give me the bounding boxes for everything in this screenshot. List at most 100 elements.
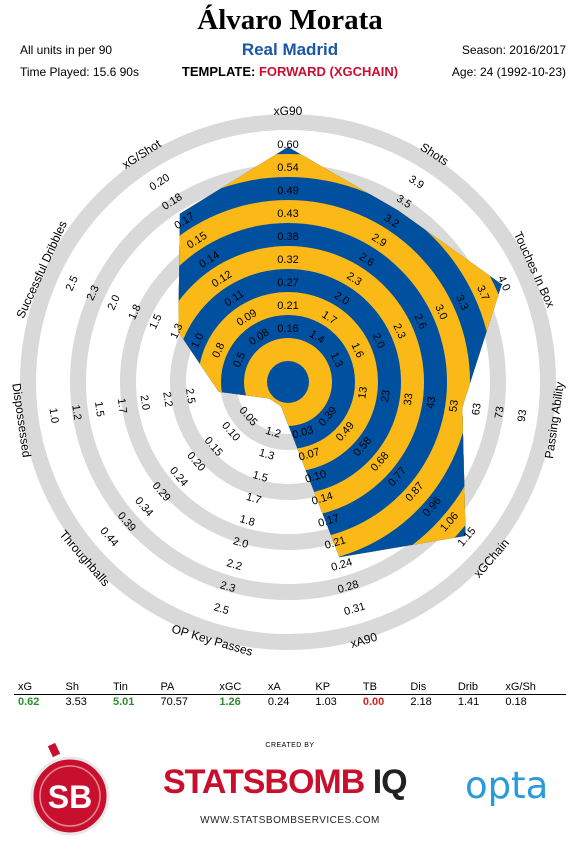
tick-label: 73: [493, 406, 507, 420]
tick-label: 1.8: [238, 513, 256, 529]
radar-chart: 0.60 0.54 0.49 0.43 0.38 0.32 0.27 0.21 0.16 xG90…: [9, 104, 567, 659]
tick-label: 1.6: [349, 341, 366, 360]
created-by-label: CREATED BY: [265, 742, 315, 749]
stats-header-cell: xG/Sh: [501, 680, 566, 695]
tick-label: 2.3: [219, 579, 237, 595]
team-name: Real Madrid: [241, 40, 339, 59]
statsbomb-bomb-logo: SB: [30, 742, 110, 836]
tick-label: 2.3: [85, 284, 102, 303]
stats-header-cell: xG: [14, 680, 62, 695]
tick-label: 2.0: [232, 535, 250, 551]
tick-label: 3.0: [432, 303, 449, 322]
stats-value-cell: 0.00: [362, 696, 385, 708]
tick-label: 0.31: [343, 601, 367, 619]
tick-label: 2.0: [370, 331, 387, 350]
stats-value-cell: 0.18: [505, 696, 527, 708]
tick-label: 1.3: [328, 350, 345, 369]
tick-label: 2.0: [138, 394, 152, 411]
season: Season: 2016/2017: [461, 43, 566, 57]
tick-label: 1.8: [126, 303, 143, 322]
statsbomb-iq-wordmark: STATSBOMB IQ: [163, 763, 408, 802]
tick-label: 4.0: [495, 274, 512, 293]
stats-value-row: 0.62 3.53 5.01 70.57 1.26 0.24 1.03 0.00…: [14, 695, 566, 710]
stats-header-cell: Tin: [108, 680, 157, 695]
tick-label: 43: [425, 396, 439, 410]
tick-label: 0.27: [277, 277, 298, 289]
tick-label: 1.5: [251, 469, 269, 485]
stats-value-cell: 2.18: [410, 696, 432, 708]
tick-label: 2.2: [225, 557, 243, 573]
tick-label: 0.07: [297, 446, 321, 464]
tick-label: 0.5: [231, 350, 248, 369]
tick-label: 0.24: [330, 556, 354, 574]
sb-logo-text: SB: [48, 779, 92, 815]
stats-value-cell: 1.03: [315, 696, 337, 708]
stats-value-cell: 1.26: [219, 696, 241, 708]
website-url: WWW.STATSBOMBSERVICES.COM: [200, 815, 380, 826]
tick-label: 0.21: [277, 300, 298, 312]
stats-header-cell: Drib: [453, 680, 502, 695]
time-played: Time Played: 15.6 90s: [20, 65, 139, 79]
tick-label: 1.2: [264, 425, 282, 441]
tick-label: 2.5: [212, 601, 230, 617]
brand-iq: IQ: [372, 763, 408, 801]
stats-header-row: xG Sh Tin PA xGC xA KP TB Dis Drib xG/Sh: [14, 680, 566, 695]
tick-label: 3.9: [407, 173, 426, 191]
tick-label: 0.44: [97, 525, 120, 549]
tick-label: 0.16: [277, 323, 298, 335]
tick-label: 63: [470, 402, 484, 416]
stats-table: xG Sh Tin PA xGC xA KP TB Dis Drib xG/Sh…: [14, 680, 566, 709]
tick-label: 53: [447, 399, 461, 413]
stats-header-cell: Dis: [406, 680, 454, 695]
template-label: TEMPLATE:: [181, 64, 256, 79]
tick-label: 23: [379, 389, 393, 403]
stats-value-cell: 1.41: [457, 696, 480, 708]
tick-label: 33: [402, 392, 416, 406]
stats-header-cell: KP: [311, 680, 359, 695]
stats-value-cell: 0.62: [18, 696, 40, 708]
tick-label: 13: [356, 386, 370, 400]
tick-label: 0.14: [310, 490, 334, 508]
stats-value-cell: 70.57: [160, 696, 188, 708]
stats-header-cell: xGC: [215, 680, 264, 695]
age: Age: 24 (1992-10-23): [451, 65, 566, 79]
opta-logo: opta: [465, 764, 549, 807]
tick-label: 2.2: [160, 391, 174, 408]
stats-value-cell: 5.01: [112, 696, 135, 708]
stats-header-cell: TB: [358, 680, 407, 695]
tick-label: 1.5: [147, 312, 164, 331]
tick-label: 0.38: [277, 231, 298, 243]
template-line: TEMPLATE: FORWARD (XGCHAIN): [0, 64, 580, 79]
stats-value-cell: 3.53: [65, 696, 87, 708]
units-note: All units in per 90: [20, 43, 113, 57]
tick-label: 3.3: [453, 293, 470, 312]
tick-label: 1.2: [69, 404, 83, 421]
brand-main: STATSBOMB: [163, 763, 365, 801]
tick-label: 0.21: [323, 534, 347, 552]
tick-label: 1.0: [189, 331, 206, 350]
tick-label: 0.54: [277, 162, 298, 174]
tick-label: 0.03: [291, 424, 315, 442]
template-value: FORWARD (XGCHAIN): [258, 64, 399, 79]
tick-label: 0.17: [317, 512, 341, 530]
stats-header-cell: Sh: [61, 680, 109, 695]
tick-label: 0.28: [336, 578, 360, 596]
tick-label: 2.5: [64, 274, 81, 293]
tick-label: 0.20: [148, 172, 173, 194]
tick-label: 1.0: [46, 407, 60, 424]
tick-label: 0.32: [277, 254, 298, 266]
tick-label: 3.7: [474, 284, 491, 303]
tick-label: 2.5: [183, 388, 197, 405]
player-name: Álvaro Morata: [197, 4, 383, 36]
radar-center: [275, 369, 301, 395]
tick-label: 0.60: [277, 139, 298, 151]
background-ring: [20, 114, 556, 650]
tick-label: 0.49: [277, 185, 298, 197]
tick-label: 1.5: [92, 401, 106, 418]
tick-label: 0.10: [304, 468, 328, 486]
tick-label: 1.7: [245, 491, 263, 507]
stats-value-cell: 0.24: [267, 696, 290, 708]
tick-label: 2.0: [106, 293, 123, 312]
tick-label: 0.8: [210, 341, 227, 360]
stats-header-cell: xA: [263, 680, 312, 695]
